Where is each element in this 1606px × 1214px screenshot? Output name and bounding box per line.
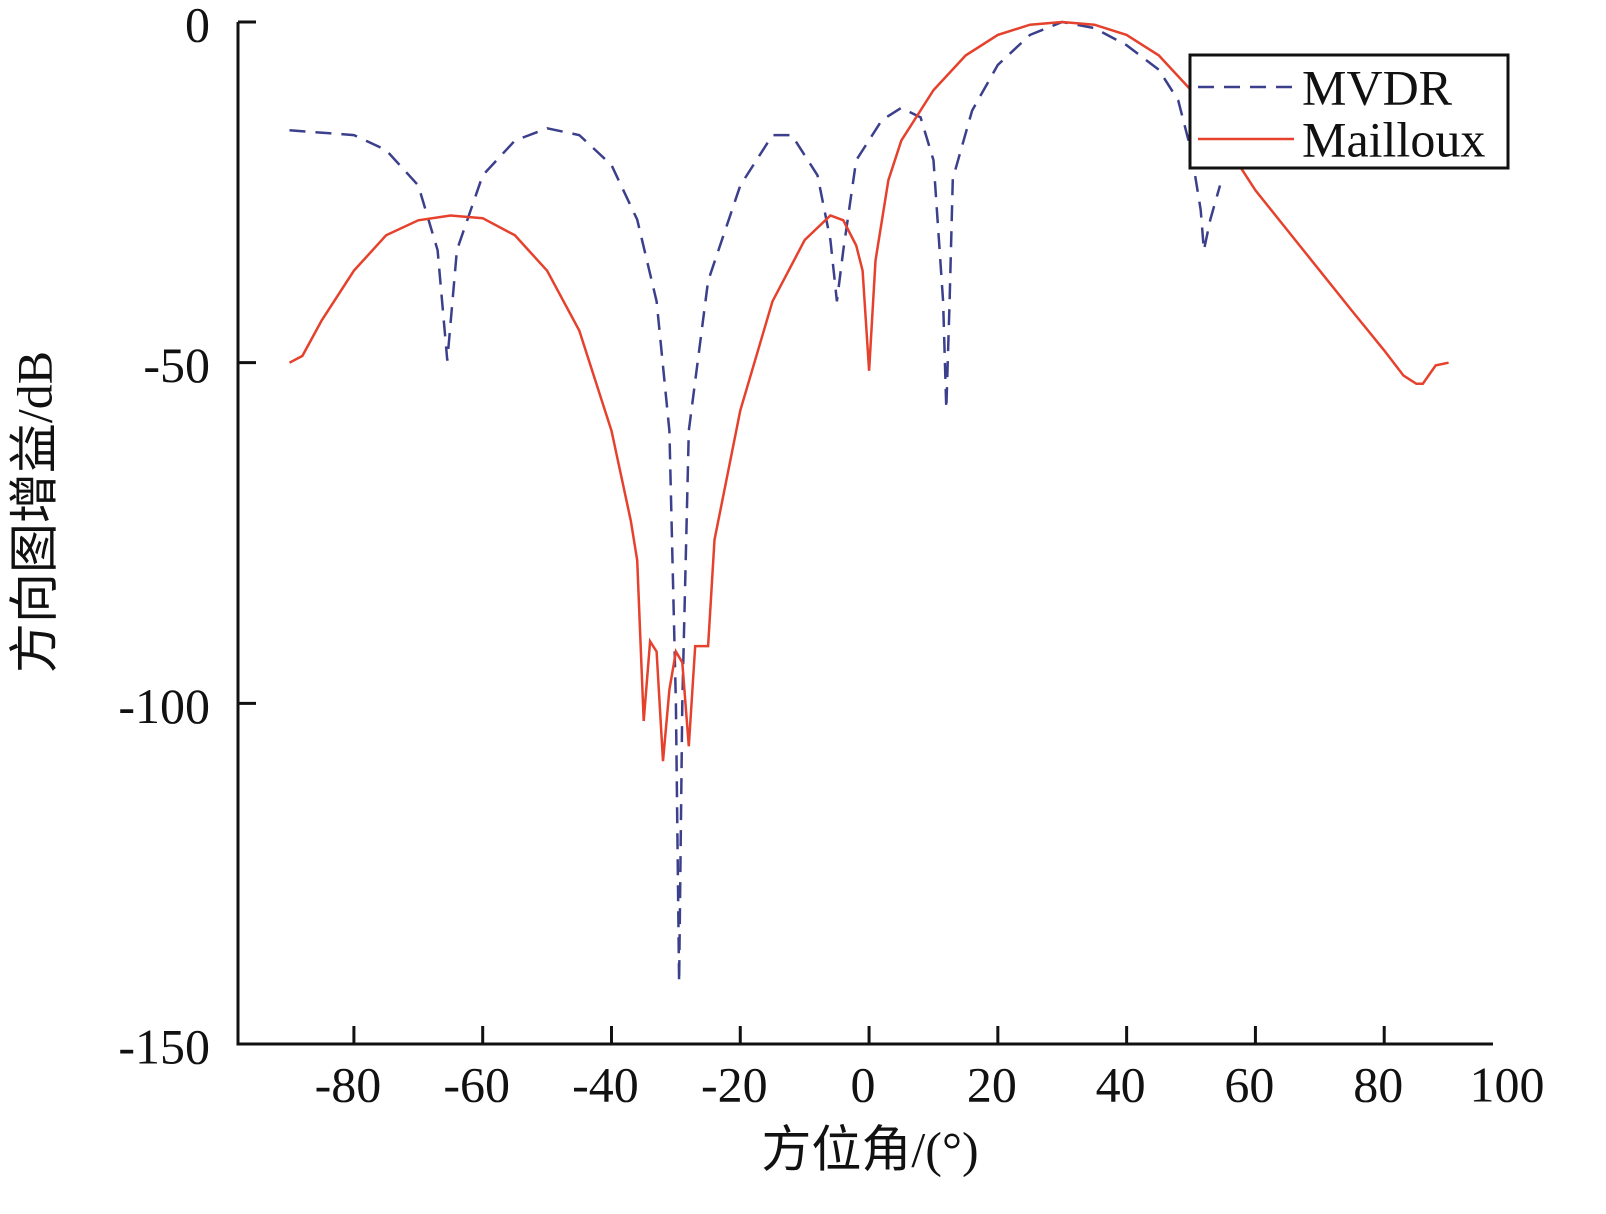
y-tick-label: -100: [118, 678, 210, 734]
y-tick-label: -150: [118, 1018, 210, 1074]
x-tick-label: -40: [572, 1056, 639, 1112]
series-line: [289, 20, 1222, 983]
x-tick-label: 80: [1353, 1056, 1403, 1112]
legend-label: Mailloux: [1302, 111, 1485, 167]
x-axis-label: 方位角/(°): [761, 1121, 978, 1177]
legend-box: [1188, 53, 1510, 170]
y-tick-label: -50: [143, 337, 210, 393]
x-tick-label: 0: [851, 1056, 876, 1112]
x-tick-label: 40: [1096, 1056, 1146, 1112]
x-tick-label: -80: [315, 1056, 382, 1112]
x-tick-label: -60: [443, 1056, 510, 1112]
y-tick-label: 0: [185, 0, 210, 52]
legend-label: MVDR: [1302, 59, 1453, 115]
axes: [236, 22, 1493, 1046]
x-tick-label: 20: [967, 1056, 1017, 1112]
x-tick-label: -20: [701, 1056, 768, 1112]
series-line: [288, 20, 1449, 762]
x-tick-label: 100: [1470, 1056, 1545, 1112]
y-axis-label: 方向图增益/dB: [6, 351, 62, 673]
x-tick-label: 60: [1224, 1056, 1274, 1112]
